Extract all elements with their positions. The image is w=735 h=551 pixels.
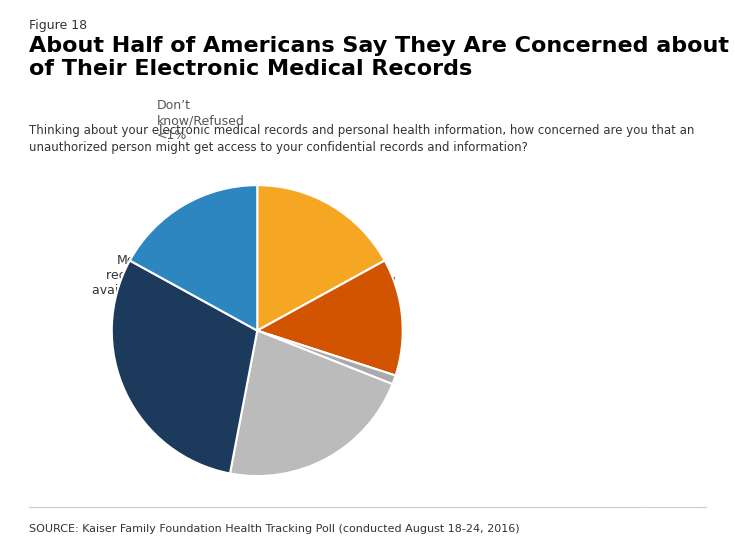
Text: FAMILY: FAMILY xyxy=(640,507,694,521)
Text: Not at all
concerned
13%: Not at all concerned 13% xyxy=(236,215,302,258)
Text: Don’t
know/Refused
<1%: Don’t know/Refused <1% xyxy=(157,99,244,142)
Wedge shape xyxy=(257,185,384,331)
Text: Very concerned
30%: Very concerned 30% xyxy=(157,399,254,427)
Text: KAISER: KAISER xyxy=(639,494,695,508)
Wedge shape xyxy=(112,261,257,473)
Text: Somewhat
concerned
17%: Somewhat concerned 17% xyxy=(329,355,395,398)
Text: FOUNDATION: FOUNDATION xyxy=(638,523,696,532)
Wedge shape xyxy=(130,185,257,331)
Text: Figure 18: Figure 18 xyxy=(29,19,87,33)
Text: About Half of Americans Say They Are Concerned about Privacy
of Their Electronic: About Half of Americans Say They Are Con… xyxy=(29,36,735,79)
Text: Not too
concerned
17%: Not too concerned 17% xyxy=(331,262,396,305)
Text: Thinking about your electronic medical records and personal health information, : Thinking about your electronic medical r… xyxy=(29,124,695,154)
Wedge shape xyxy=(230,331,392,476)
Text: Medical
records not
available online
22%: Medical records not available online 22% xyxy=(92,254,191,312)
Wedge shape xyxy=(257,331,395,384)
Text: SOURCE: Kaiser Family Foundation Health Tracking Poll (conducted August 18-24, 2: SOURCE: Kaiser Family Foundation Health … xyxy=(29,525,520,534)
Wedge shape xyxy=(257,261,403,376)
Text: THE HENRY J.: THE HENRY J. xyxy=(644,484,690,489)
